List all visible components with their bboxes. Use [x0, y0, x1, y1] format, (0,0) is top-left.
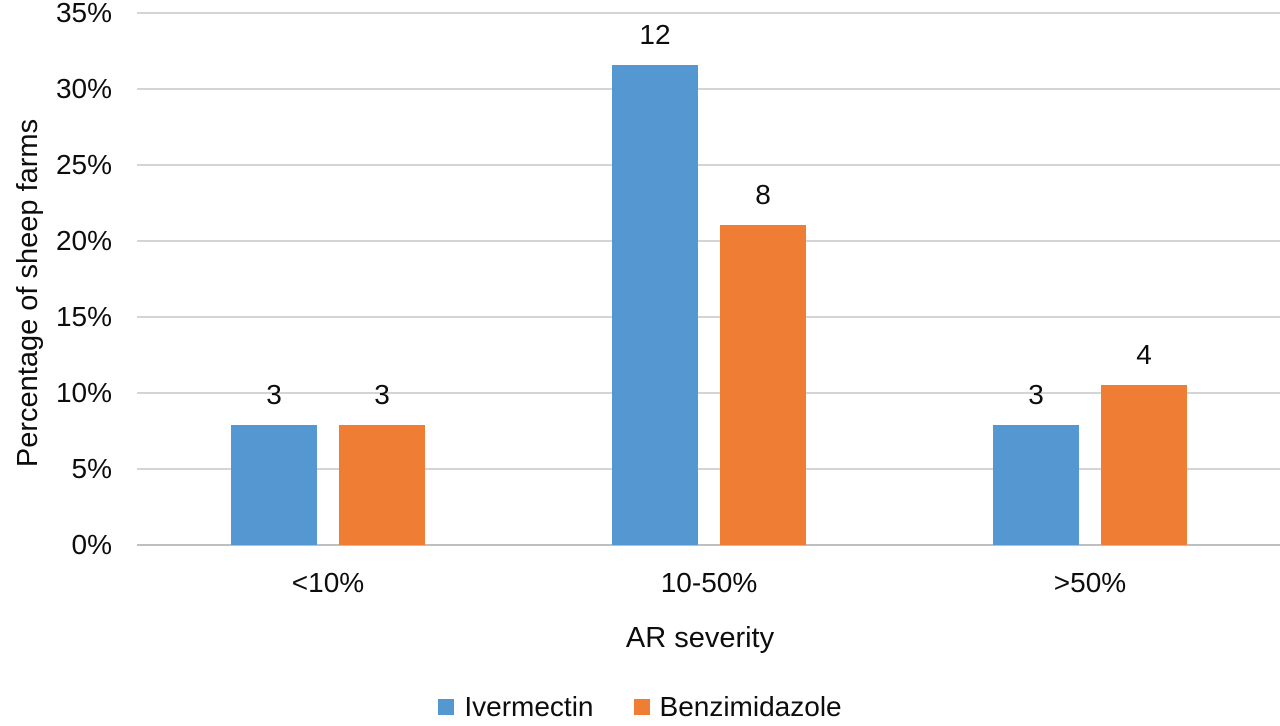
- legend-label: Benzimidazole: [659, 691, 842, 722]
- x-axis-title: AR severity: [625, 622, 775, 654]
- bar-value-label: 3: [266, 379, 282, 410]
- legend-swatch-icon: [438, 699, 455, 715]
- y-tick-label: 15%: [55, 301, 112, 332]
- bar-value-label: 4: [1136, 339, 1152, 370]
- gridline: [137, 164, 1280, 166]
- gridline: [137, 392, 1280, 394]
- bar-ivermectin-<10%: [231, 425, 317, 545]
- legend-swatch-icon: [633, 699, 650, 715]
- gridline: [137, 468, 1280, 470]
- x-tick-label: 10-50%: [660, 567, 758, 598]
- x-axis-line: [137, 544, 1280, 546]
- gridline: [137, 316, 1280, 318]
- y-tick-label: 35%: [55, 0, 112, 28]
- y-tick-label: 10%: [55, 377, 112, 408]
- gridline: [137, 12, 1280, 14]
- gridline: [137, 88, 1280, 90]
- legend-item-benzimidazole: Benzimidazole: [633, 691, 842, 723]
- y-tick-label: 25%: [55, 149, 112, 180]
- bar-benzimidazole-<10%: [339, 425, 425, 545]
- bar-ivermectin-10-50%: [612, 65, 698, 545]
- y-axis-title: Percentage of sheep farms: [12, 118, 44, 468]
- bar-value-label: 12: [639, 19, 671, 50]
- x-tick-label: <10%: [291, 567, 365, 598]
- bar-benzimidazole->50%: [1101, 385, 1187, 545]
- bar-value-label: 3: [1028, 379, 1044, 410]
- y-tick-label: 30%: [55, 73, 112, 104]
- y-tick-label: 20%: [55, 225, 112, 256]
- x-tick-label: >50%: [1053, 567, 1127, 598]
- legend-label: Ivermectin: [464, 691, 594, 722]
- y-tick-label: 0%: [71, 529, 112, 560]
- bar-ivermectin->50%: [993, 425, 1079, 545]
- bar-value-label: 3: [374, 379, 390, 410]
- gridline: [137, 240, 1280, 242]
- bar-value-label: 8: [755, 179, 771, 210]
- legend-item-ivermectin: Ivermectin: [438, 691, 594, 723]
- legend: Ivermectin Benzimidazole: [0, 690, 1280, 724]
- y-tick-label: 5%: [71, 453, 112, 484]
- bar-benzimidazole-10-50%: [720, 225, 806, 545]
